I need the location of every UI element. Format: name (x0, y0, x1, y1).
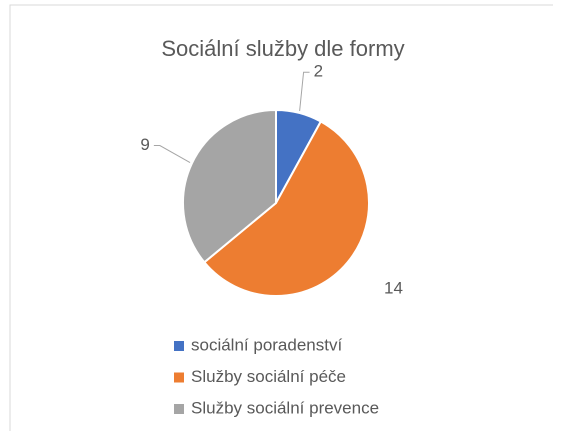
chart-border (9, 4, 553, 431)
leader-line (299, 71, 310, 112)
legend-swatch (174, 404, 184, 414)
data-label: 14 (384, 279, 403, 298)
data-label: 2 (314, 62, 323, 81)
legend-label: Služby sociální prevence (191, 398, 379, 417)
pie-slice (202, 120, 370, 297)
legend-swatch (174, 341, 184, 351)
legend-label: sociální poradenství (191, 335, 342, 354)
legend-swatch (174, 372, 184, 383)
data-label: 9 (140, 135, 149, 154)
pie-slice (182, 108, 277, 264)
chart-title: Sociální služby dle formy (161, 36, 404, 61)
legend-label: Služby sociální péče (191, 367, 346, 386)
leader-line (153, 145, 191, 163)
